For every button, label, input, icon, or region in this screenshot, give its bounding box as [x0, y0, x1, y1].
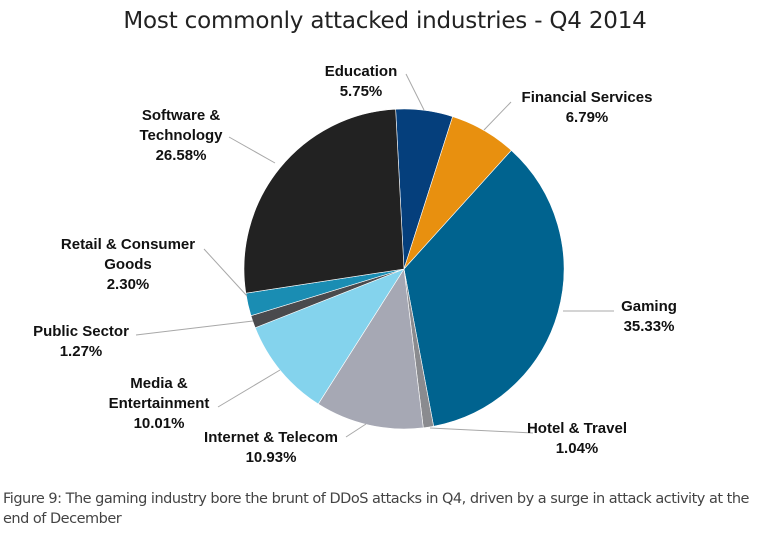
pie-slice-media-and-entertainment: [254, 268, 405, 405]
slice-label-retail-and-consumer-goods: Retail & Consumer Goods 2.30%: [61, 236, 195, 293]
leader-line-media-and-entertainment: [217, 369, 281, 408]
slice-value-label: 10.01%: [134, 415, 185, 432]
slice-value-label: 26.58%: [156, 147, 207, 164]
slice-value-label: 10.93%: [246, 449, 297, 466]
slice-value-label: 5.75%: [340, 83, 383, 100]
leader-line-hotel-and-travel: [429, 427, 534, 434]
slice-label-media-and-entertainment: Media & Entertainment 10.01%: [109, 375, 210, 432]
slice-name-label: Hotel & Travel: [527, 420, 627, 437]
slice-value-label: 1.04%: [556, 440, 599, 457]
slice-value-label: 35.33%: [624, 318, 675, 335]
slice-name-label: Public Sector: [33, 323, 129, 340]
slice-label-public-sector: Public Sector 1.27%: [33, 323, 129, 360]
slice-name-label: Education: [325, 63, 398, 80]
slice-label-financial-services: Financial Services 6.79%: [522, 89, 653, 126]
figure-caption: Figure 9: The gaming industry bore the b…: [3, 491, 749, 527]
pie-slice-software-and-technology: [243, 108, 405, 294]
leader-line-internet-and-telecom: [345, 423, 367, 438]
slice-name-label: Technology: [139, 127, 223, 144]
slice-value-label: 6.79%: [566, 109, 609, 126]
leader-line-retail-and-consumer-goods: [203, 248, 248, 297]
slice-label-hotel-and-travel: Hotel & Travel 1.04%: [527, 420, 627, 457]
slice-name-label: Entertainment: [109, 395, 210, 412]
slice-name-label: Gaming: [621, 298, 677, 315]
leader-line-financial-services: [483, 101, 512, 131]
slice-labels: Education 5.75% Financial Services 6.79% Gam…: [33, 63, 677, 466]
slice-value-label: 1.27%: [60, 343, 103, 360]
slice-label-education: Education 5.75%: [325, 63, 398, 100]
slice-name-label: Software &: [142, 107, 221, 124]
pie-slices: [243, 108, 565, 430]
leader-line-public-sector: [135, 320, 254, 336]
pie-chart: Education 5.75% Financial Services 6.79% Gam…: [33, 63, 677, 466]
slice-name-label: Goods: [104, 256, 152, 273]
slice-name-label: Financial Services: [522, 89, 653, 106]
slice-value-label: 2.30%: [107, 276, 150, 293]
leader-line-software-and-technology: [228, 136, 276, 164]
slice-label-software-and-technology: Software & Technology 26.58%: [139, 107, 223, 164]
pie-slice-gaming: [403, 149, 565, 427]
slice-label-internet-and-telecom: Internet & Telecom 10.93%: [204, 429, 338, 466]
slice-name-label: Media &: [130, 375, 188, 392]
leader-line-education: [405, 73, 425, 111]
chart-title: Most commonly attacked industries - Q4 2…: [123, 8, 647, 34]
slice-label-gaming: Gaming 35.33%: [621, 298, 677, 335]
pie-slice-internet-and-telecom: [317, 268, 424, 430]
slice-name-label: Retail & Consumer: [61, 236, 195, 253]
leader-lines: [135, 73, 614, 438]
slice-name-label: Internet & Telecom: [204, 429, 338, 446]
